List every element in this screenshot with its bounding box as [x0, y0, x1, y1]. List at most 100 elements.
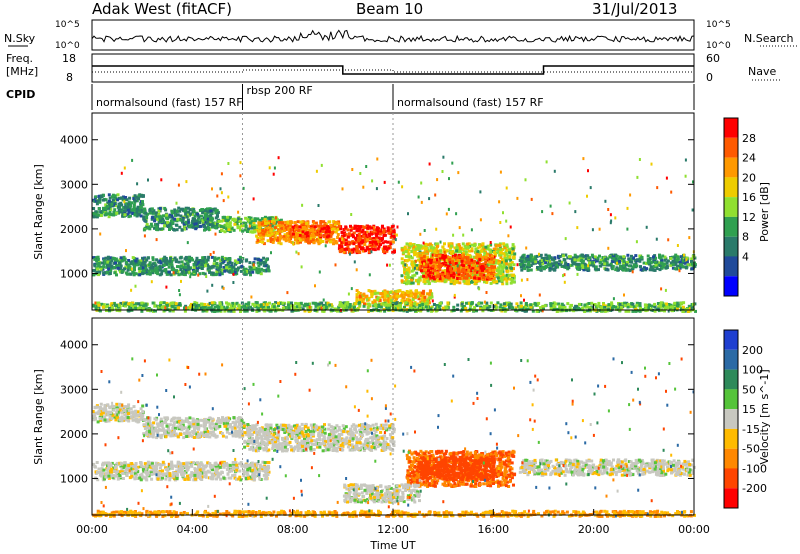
heatmap-cell [664, 257, 668, 261]
heatmap-cell [414, 245, 418, 249]
freq-left-tick-bottom: 8 [66, 71, 73, 84]
heatmap-cell [168, 213, 172, 217]
heatmap-cell [435, 304, 439, 307]
heatmap-cell [282, 306, 286, 310]
heatmap-cell [256, 236, 260, 240]
heatmap-cell [339, 227, 343, 231]
heatmap-cell [576, 267, 580, 271]
heatmap-cell [221, 268, 225, 272]
heatmap-cell [455, 255, 459, 259]
heatmap-cell [138, 270, 142, 273]
heatmap-cell [512, 267, 515, 271]
heatmap-cell [523, 267, 527, 271]
heatmap-cell [231, 270, 234, 274]
heatmap-cell [108, 306, 112, 310]
heatmap-cell [167, 265, 171, 269]
heatmap-cell [505, 252, 509, 256]
heatmap-cell [514, 306, 518, 310]
heatmap-cell [379, 309, 383, 313]
heatmap-cell [158, 259, 162, 263]
heatmap-cell [164, 224, 168, 228]
heatmap-cell [280, 224, 284, 228]
heatmap-cell [123, 257, 127, 261]
heatmap-cell [400, 246, 404, 250]
heatmap-cell [464, 246, 468, 250]
heatmap-cell [392, 230, 396, 234]
heatmap-cell [194, 227, 198, 231]
heatmap-cell [256, 238, 260, 242]
heatmap-cell [384, 245, 387, 249]
heatmap-cell [194, 261, 198, 265]
heatmap-cell [141, 269, 145, 273]
heatmap-cell [255, 234, 259, 238]
heatmap-cell [190, 272, 193, 276]
heatmap-cell [370, 231, 374, 234]
heatmap-cell [673, 256, 677, 260]
heatmap-cell [449, 267, 452, 271]
heatmap-cell [590, 253, 594, 257]
heatmap-cell [560, 265, 564, 268]
heatmap-cell [477, 302, 481, 306]
heatmap-cell [642, 261, 646, 265]
heatmap-cell [117, 196, 121, 200]
heatmap-cell [255, 269, 259, 273]
heatmap-cell [489, 281, 493, 285]
heatmap-cell [119, 270, 122, 274]
heatmap-cell [641, 267, 645, 271]
heatmap-cell [134, 259, 138, 263]
heatmap-cell [622, 259, 626, 263]
heatmap-cell [187, 265, 190, 269]
heatmap-cell [180, 270, 184, 274]
heatmap-cell [244, 272, 248, 276]
heatmap-cell [227, 217, 231, 221]
heatmap-cell [240, 258, 244, 262]
heatmap-cell [366, 226, 370, 230]
heatmap-cell [140, 263, 144, 267]
heatmap-cell [350, 226, 354, 230]
heatmap-cell [168, 215, 172, 219]
heatmap-cell [498, 248, 502, 252]
heatmap-cell [486, 275, 490, 279]
heatmap-cell [330, 225, 334, 229]
heatmap-cell [257, 225, 261, 229]
heatmap-cell [293, 221, 297, 224]
heatmap-cell [433, 253, 437, 257]
heatmap-cell [602, 259, 606, 263]
heatmap-cell [467, 301, 471, 305]
heatmap-cell [436, 257, 440, 261]
heatmap-cell [421, 294, 425, 298]
heatmap-cell [209, 213, 213, 217]
heatmap-cell [482, 273, 486, 277]
heatmap-cell [395, 294, 399, 298]
heatmap-cell [216, 304, 220, 308]
heatmap-cell [558, 255, 562, 258]
heatmap-cell [107, 267, 111, 271]
heatmap-cell [574, 304, 578, 308]
heatmap-cell [551, 302, 554, 306]
heatmap-cell [464, 250, 468, 254]
heatmap-cell [234, 267, 237, 271]
heatmap-cell [455, 279, 459, 283]
heatmap-cell [507, 303, 511, 307]
heatmap-cell [552, 268, 556, 272]
heatmap-cell [498, 306, 502, 310]
heatmap-cell [375, 242, 379, 246]
heatmap-cell [153, 219, 157, 223]
heatmap-cell [123, 209, 126, 213]
heatmap-cell [332, 226, 336, 230]
heatmap-cell [639, 265, 642, 269]
heatmap-cell [206, 225, 210, 229]
heatmap-cell [229, 307, 233, 311]
heatmap-cell [100, 212, 104, 216]
heatmap-cell [423, 281, 427, 285]
heatmap-cell [139, 202, 143, 206]
heatmap-cell [474, 256, 478, 260]
heatmap-cell [286, 220, 290, 224]
cpid-segment-label: normalsound (fast) 157 RF [96, 96, 243, 109]
heatmap-cell [603, 262, 607, 266]
heatmap-cell [211, 264, 215, 268]
heatmap-cell [580, 253, 584, 257]
heatmap-cell [664, 266, 668, 270]
heatmap-cell [170, 211, 174, 214]
